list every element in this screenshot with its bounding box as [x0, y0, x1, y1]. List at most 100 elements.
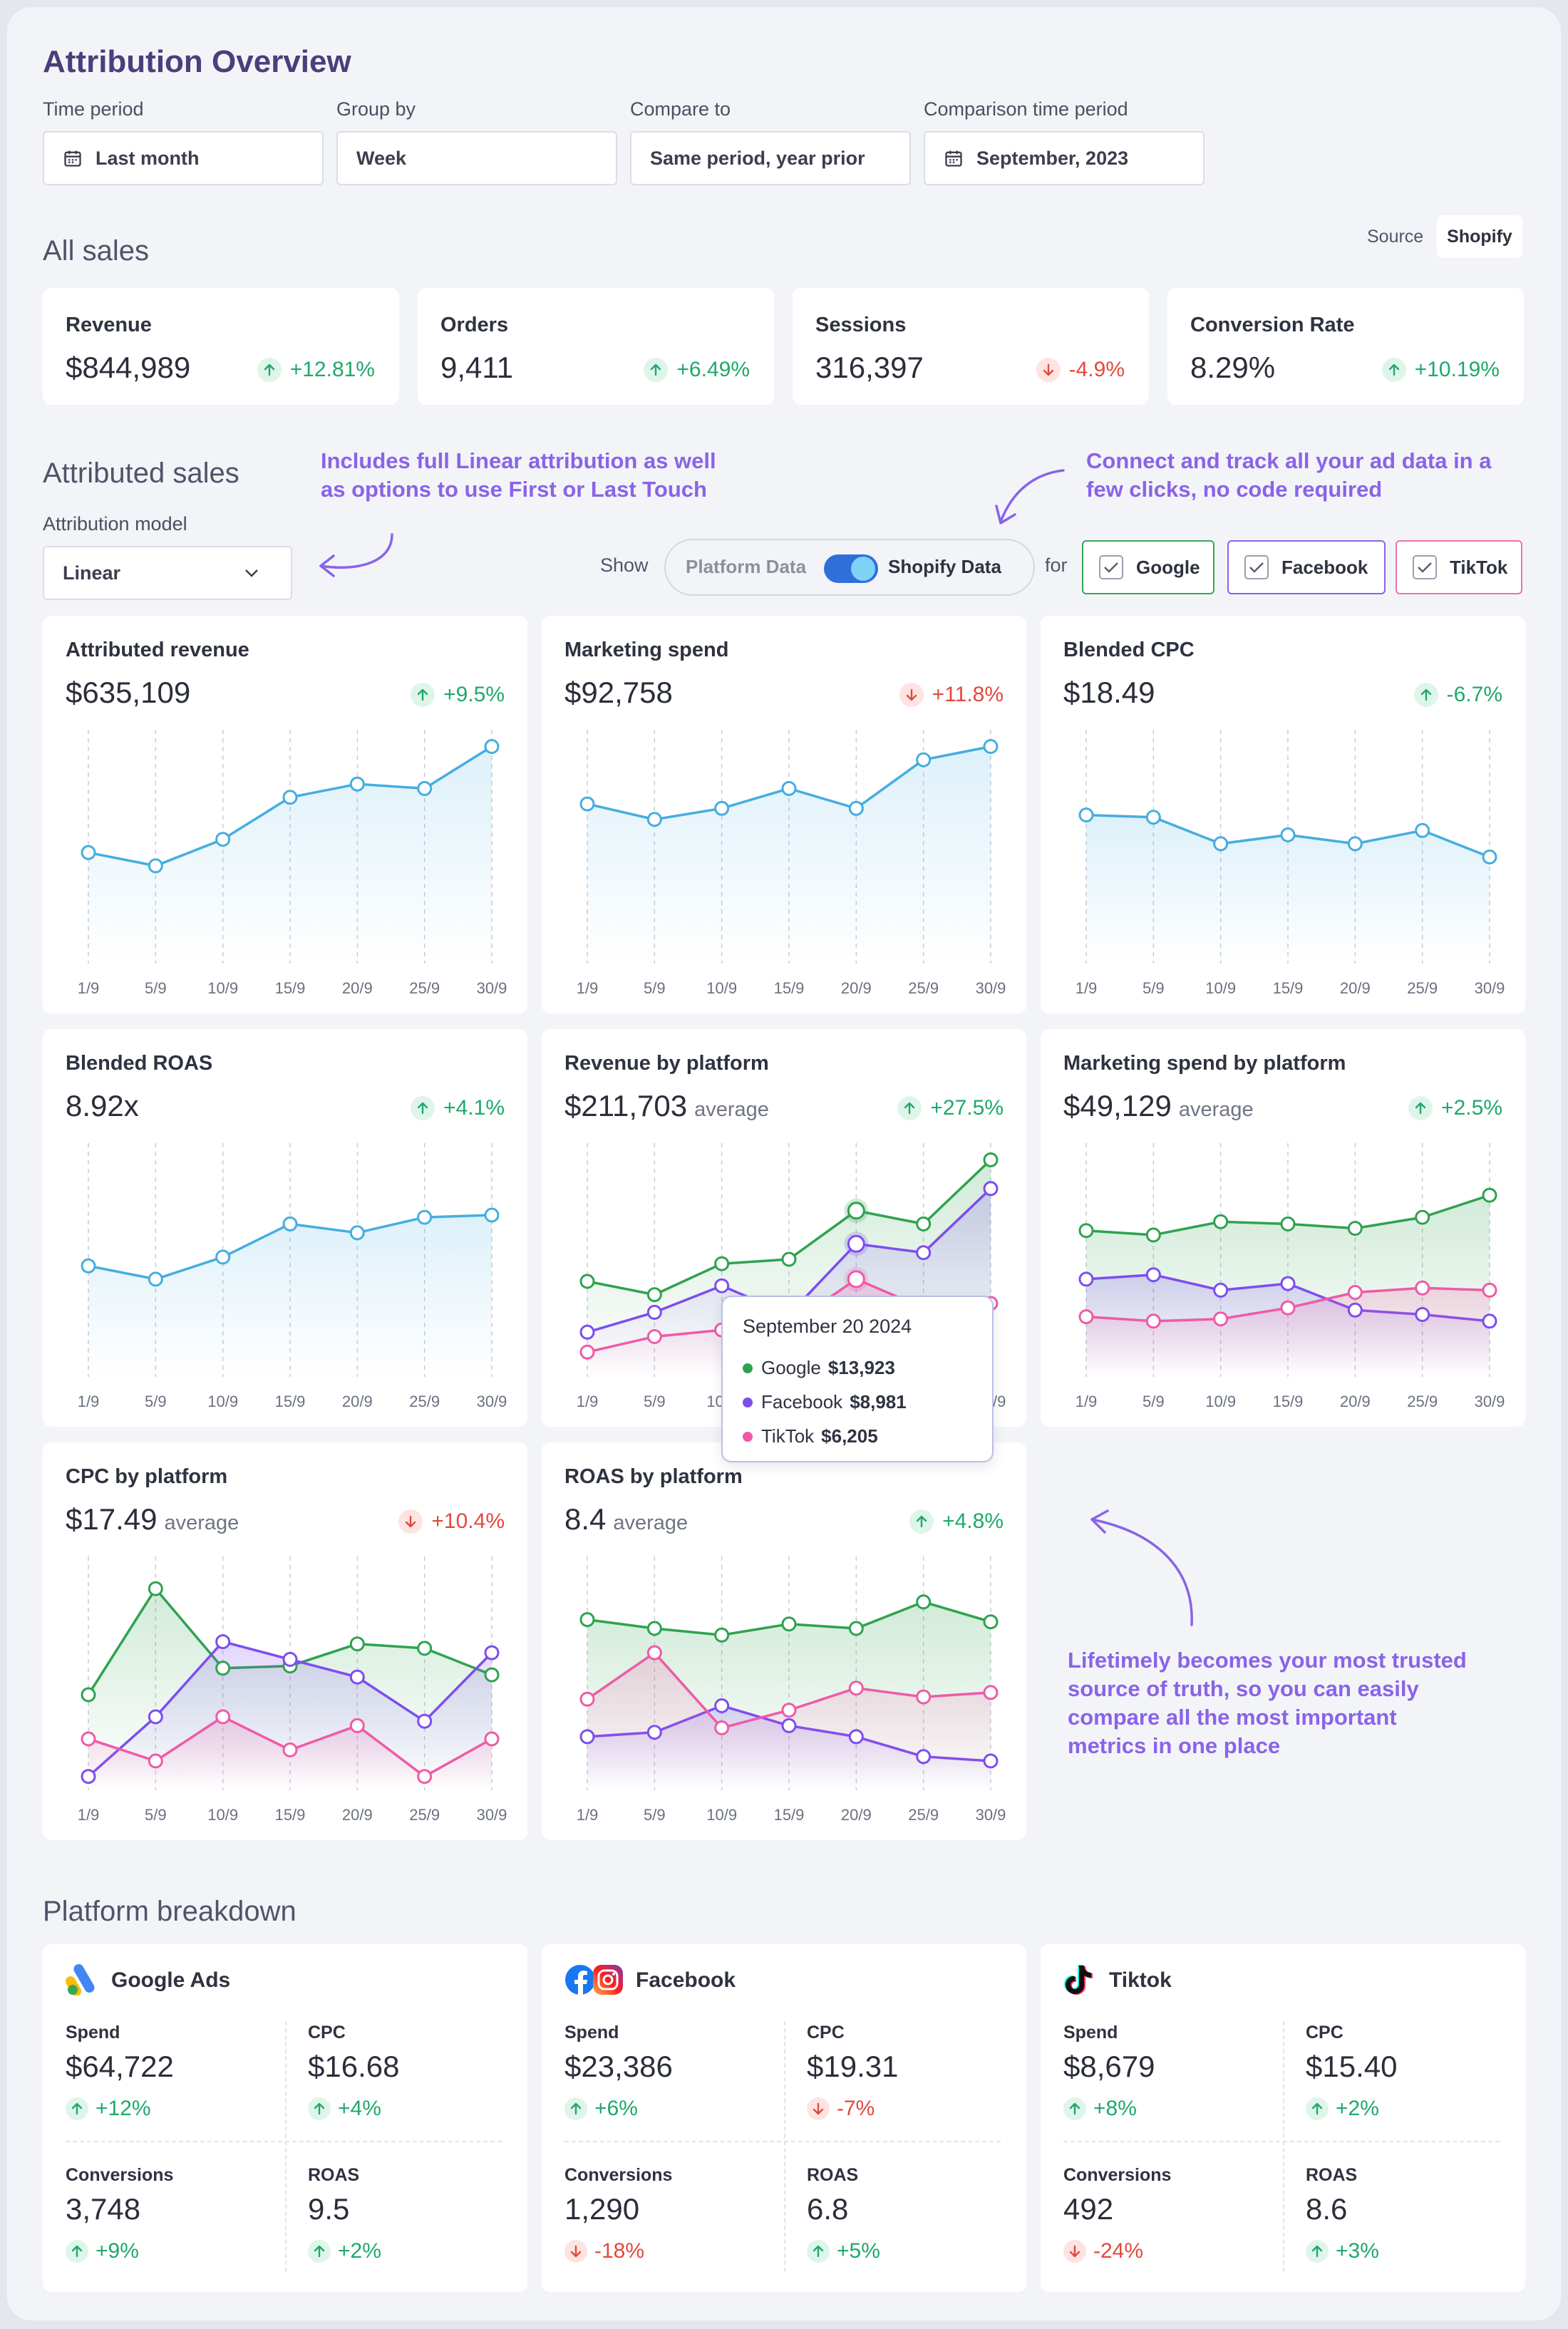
data-point[interactable] [81, 845, 96, 860]
data-point[interactable] [916, 1689, 932, 1705]
line-chart[interactable]: 1/9 5/9 10/9 15/9 20/9 25/9 30/9 [1041, 1029, 1525, 1427]
data-point[interactable] [1347, 1302, 1363, 1318]
data-point[interactable] [847, 1270, 865, 1289]
data-point[interactable] [579, 1691, 595, 1707]
data-point[interactable] [484, 1667, 500, 1683]
data-point[interactable] [1213, 1311, 1229, 1327]
data-point[interactable] [714, 1720, 730, 1735]
time-period-select[interactable]: Last month [43, 131, 324, 185]
toggle-platform-data-label[interactable]: Platform Data [686, 556, 807, 577]
data-point[interactable] [484, 1207, 500, 1223]
data-point[interactable] [148, 1753, 163, 1769]
group-by-select[interactable]: Week [336, 131, 617, 185]
data-point[interactable] [983, 1685, 999, 1700]
data-point[interactable] [148, 1271, 163, 1287]
data-point[interactable] [1280, 1216, 1296, 1231]
data-point[interactable] [1078, 1271, 1094, 1287]
data-point[interactable] [1482, 1187, 1497, 1203]
data-point[interactable] [1280, 827, 1296, 842]
data-point[interactable] [1145, 810, 1161, 825]
data-point[interactable] [781, 1718, 797, 1733]
data-point[interactable] [714, 1627, 730, 1643]
data-point[interactable] [1145, 1313, 1161, 1329]
line-chart[interactable]: 1/9 5/9 10/9 15/9 20/9 25/9 30/9 [542, 1442, 1026, 1840]
data-point[interactable] [81, 1258, 96, 1274]
comparison-period-select[interactable]: September, 2023 [924, 131, 1205, 185]
data-point[interactable] [646, 1645, 662, 1661]
data-point[interactable] [282, 1216, 298, 1231]
data-point[interactable] [646, 812, 662, 827]
data-point[interactable] [1415, 822, 1430, 838]
data-point[interactable] [916, 752, 932, 768]
data-point[interactable] [282, 790, 298, 805]
data-point[interactable] [1213, 1282, 1229, 1298]
data-point[interactable] [215, 1661, 231, 1676]
filter-facebook-checkbox[interactable]: Facebook [1227, 540, 1386, 594]
data-point[interactable] [646, 1287, 662, 1303]
data-point[interactable] [349, 1225, 365, 1241]
data-point[interactable] [579, 1274, 595, 1289]
data-point[interactable] [983, 739, 999, 754]
toggle-shopify-data-label[interactable]: Shopify Data [888, 556, 1001, 577]
data-point[interactable] [282, 1651, 298, 1667]
line-chart[interactable]: 1/9 5/9 10/9 15/9 20/9 25/9 30/9 [43, 1029, 527, 1427]
data-point[interactable] [349, 1636, 365, 1652]
data-point[interactable] [484, 1645, 500, 1661]
data-point[interactable] [983, 1753, 999, 1769]
data-point[interactable] [781, 780, 797, 796]
source-shopify-button[interactable]: Shopify [1437, 215, 1522, 258]
data-point[interactable] [81, 1769, 96, 1785]
data-point[interactable] [983, 1181, 999, 1197]
data-point[interactable] [148, 1709, 163, 1725]
data-point[interactable] [349, 776, 365, 792]
data-point[interactable] [1145, 1267, 1161, 1283]
data-point[interactable] [646, 1725, 662, 1740]
data-point[interactable] [349, 1718, 365, 1733]
data-point[interactable] [1415, 1307, 1430, 1322]
data-point[interactable] [847, 1234, 865, 1253]
data-point[interactable] [215, 832, 231, 847]
data-point[interactable] [1078, 807, 1094, 823]
data-point[interactable] [983, 1614, 999, 1630]
data-point[interactable] [1415, 1280, 1430, 1296]
data-point[interactable] [349, 1669, 365, 1685]
data-point[interactable] [848, 1621, 864, 1636]
data-point[interactable] [983, 1152, 999, 1167]
data-point[interactable] [1280, 1300, 1296, 1316]
data-point[interactable] [646, 1304, 662, 1320]
data-point[interactable] [1213, 1214, 1229, 1229]
attribution-model-select[interactable]: Linear [43, 546, 292, 600]
data-point[interactable] [1145, 1227, 1161, 1243]
data-point[interactable] [1482, 850, 1497, 864]
data-point[interactable] [714, 800, 730, 816]
data-point[interactable] [215, 1709, 231, 1725]
line-chart[interactable]: 1/9 5/9 10/9 15/9 20/9 25/9 30/9 [43, 616, 527, 1013]
data-point[interactable] [646, 1621, 662, 1636]
data-point[interactable] [282, 1742, 298, 1757]
data-point[interactable] [714, 1278, 730, 1293]
data-point[interactable] [1078, 1223, 1094, 1239]
data-point[interactable] [781, 1616, 797, 1632]
data-point[interactable] [484, 739, 500, 754]
data-point[interactable] [484, 1731, 500, 1747]
data-point[interactable] [215, 1249, 231, 1265]
data-point[interactable] [579, 1729, 595, 1745]
data-point[interactable] [781, 1251, 797, 1267]
data-point[interactable] [916, 1216, 932, 1231]
data-point[interactable] [215, 1634, 231, 1650]
data-point[interactable] [579, 1612, 595, 1628]
filter-google-checkbox[interactable]: Google [1082, 540, 1214, 594]
data-point[interactable] [81, 1687, 96, 1703]
data-point[interactable] [714, 1698, 730, 1713]
data-point[interactable] [417, 1641, 433, 1656]
data-point[interactable] [148, 1581, 163, 1596]
data-point[interactable] [579, 1324, 595, 1340]
line-chart[interactable]: 1/9 5/9 10/9 15/9 20/9 25/9 30/9 [542, 616, 1026, 1013]
data-point[interactable] [417, 780, 433, 796]
data-point[interactable] [1347, 1285, 1363, 1300]
data-point[interactable] [1482, 1282, 1497, 1298]
data-point[interactable] [579, 796, 595, 812]
filter-tiktok-checkbox[interactable]: TikTok [1396, 540, 1522, 594]
data-point[interactable] [916, 1749, 932, 1765]
data-point[interactable] [916, 1594, 932, 1610]
